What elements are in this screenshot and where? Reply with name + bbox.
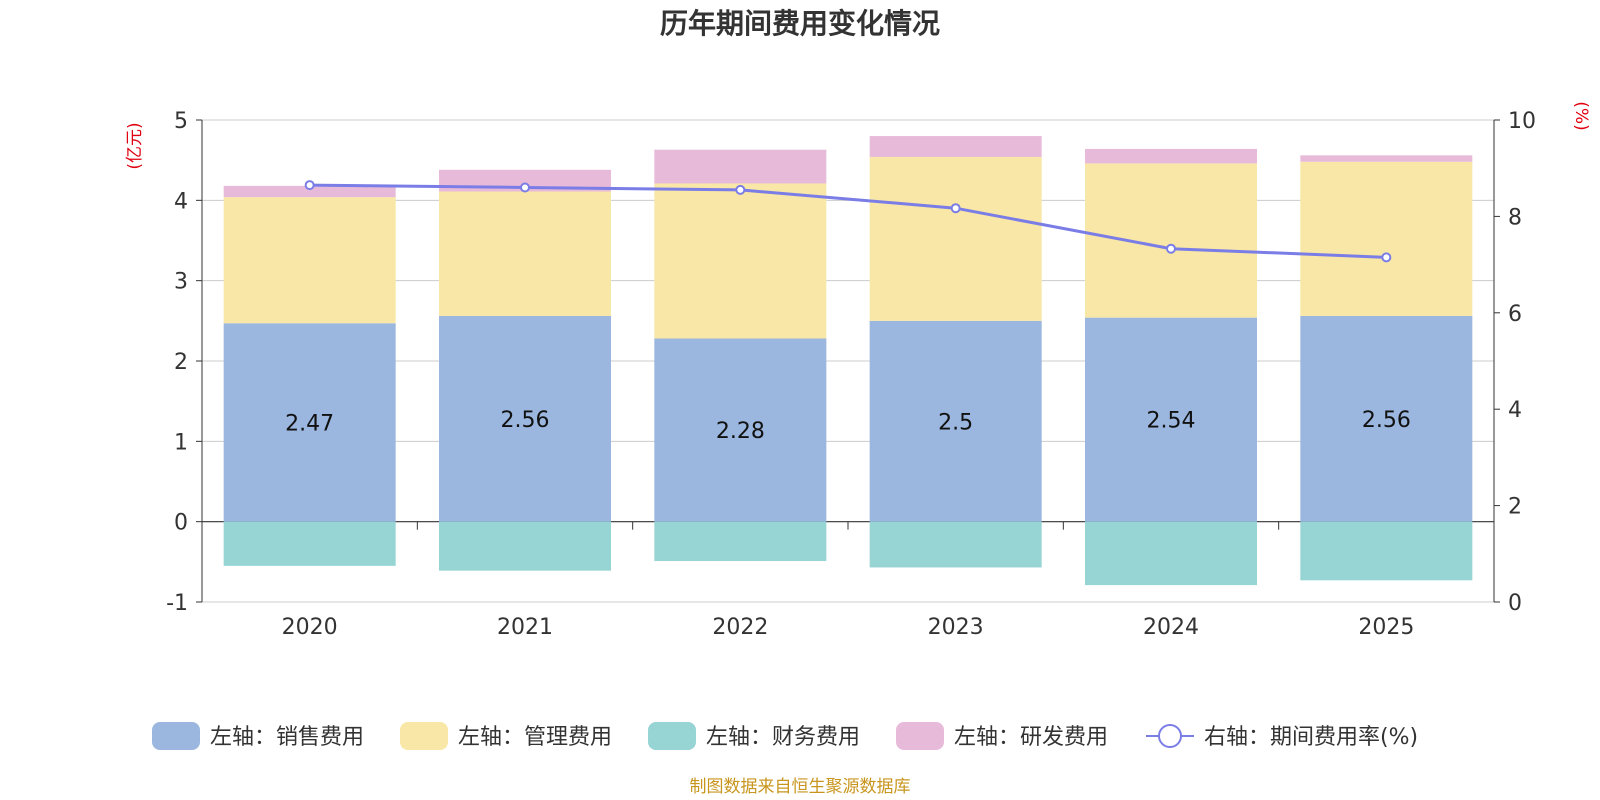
bar-segment — [223, 521, 396, 566]
bar-segment — [439, 316, 611, 522]
left-axis-unit: (亿元) — [125, 122, 145, 169]
right-tick-label: 4 — [1508, 398, 1522, 423]
gridlines — [202, 119, 1494, 603]
bar-segment — [654, 149, 827, 184]
data-labels: 2.47 2.56 2.28 2.5 2.54 2.56 — [285, 408, 1411, 444]
left-tick-label: 2 — [174, 350, 188, 375]
x-tick-label: 2023 — [928, 615, 984, 640]
x-tick-label: 2021 — [497, 615, 553, 640]
left-tick-label: 3 — [174, 270, 188, 295]
bar-segment — [1085, 163, 1257, 318]
bar-segment — [1085, 317, 1257, 522]
right-tick-label: 2 — [1508, 495, 1522, 520]
line-point — [1381, 252, 1392, 263]
legend-label: 左轴：财务费用 — [706, 725, 860, 750]
data-label: 2.54 — [1147, 409, 1196, 434]
left-tick-label: 1 — [174, 430, 188, 455]
line-point — [1166, 243, 1176, 254]
bar-segment — [223, 185, 396, 198]
data-label: 2.47 — [285, 411, 334, 436]
legend-marker-icon — [1158, 724, 1182, 748]
x-tick-label: 2025 — [1358, 615, 1414, 640]
x-tick-label: 2024 — [1143, 615, 1199, 640]
expense-rate-line — [309, 183, 1387, 259]
left-tick-label: 5 — [174, 109, 188, 134]
bars — [223, 136, 1473, 586]
bar-segment — [439, 191, 611, 317]
right-tick-label: 0 — [1508, 591, 1522, 616]
legend-swatch — [400, 722, 448, 750]
bar-segment — [1300, 155, 1473, 162]
bar-segment — [1085, 148, 1257, 164]
bar-segment — [869, 521, 1042, 568]
bar-segment — [1300, 316, 1473, 522]
bar-segment — [654, 183, 827, 339]
legend-item[interactable]: 左轴：销售费用 — [152, 722, 364, 750]
legend-item[interactable]: 左轴：财务费用 — [648, 722, 860, 750]
x-tick-label: 2022 — [712, 615, 768, 640]
legend-item[interactable]: 左轴：管理费用 — [400, 722, 612, 750]
data-label: 2.56 — [501, 408, 550, 433]
right-axis-unit: (%) — [1571, 101, 1591, 130]
bar-segment — [1085, 521, 1257, 586]
data-label: 2.56 — [1362, 408, 1411, 433]
source-note: 制图数据来自恒生聚源数据库 — [690, 777, 911, 797]
line-point — [735, 184, 746, 195]
legend-label: 左轴：管理费用 — [458, 725, 612, 750]
bar-segment — [223, 323, 396, 522]
chart-title: 历年期间费用变化情况 — [660, 7, 940, 40]
bar-segment — [439, 521, 611, 571]
right-tick-label: 6 — [1508, 302, 1522, 327]
left-tick-label: 0 — [174, 511, 188, 536]
left-tick-label: 4 — [174, 189, 188, 214]
bar-segment — [1300, 521, 1473, 581]
bar-segment — [654, 338, 827, 522]
legend-label: 左轴：研发费用 — [954, 725, 1108, 750]
line-series — [304, 180, 1392, 263]
bar-segment — [654, 521, 827, 562]
legend[interactable]: 左轴：销售费用 左轴：管理费用 左轴：财务费用 左轴：研发费用 右轴：期间费用率(%) — [152, 722, 1418, 750]
legend-swatch — [648, 722, 696, 750]
legend-label: 右轴：期间费用率(%) — [1204, 725, 1418, 750]
data-label: 2.28 — [716, 419, 765, 444]
right-tick-label: 10 — [1508, 109, 1536, 134]
legend-item[interactable]: 右轴：期间费用率(%) — [1146, 724, 1418, 750]
line-point — [304, 180, 315, 191]
bar-segment — [223, 197, 396, 324]
bar-segment — [869, 136, 1042, 157]
legend-swatch — [896, 722, 944, 750]
x-tick-label: 2020 — [282, 615, 338, 640]
line-point — [520, 182, 530, 193]
bar-segment — [869, 156, 1042, 321]
data-label: 2.5 — [938, 410, 973, 435]
bar-segment — [1300, 161, 1473, 317]
legend-swatch — [152, 722, 200, 750]
line-point — [950, 203, 961, 214]
legend-label: 左轴：销售费用 — [210, 725, 364, 750]
legend-item[interactable]: 左轴：研发费用 — [896, 722, 1108, 750]
right-tick-label: 8 — [1508, 205, 1522, 230]
left-tick-label: -1 — [166, 591, 188, 616]
bar-segment — [869, 320, 1042, 522]
